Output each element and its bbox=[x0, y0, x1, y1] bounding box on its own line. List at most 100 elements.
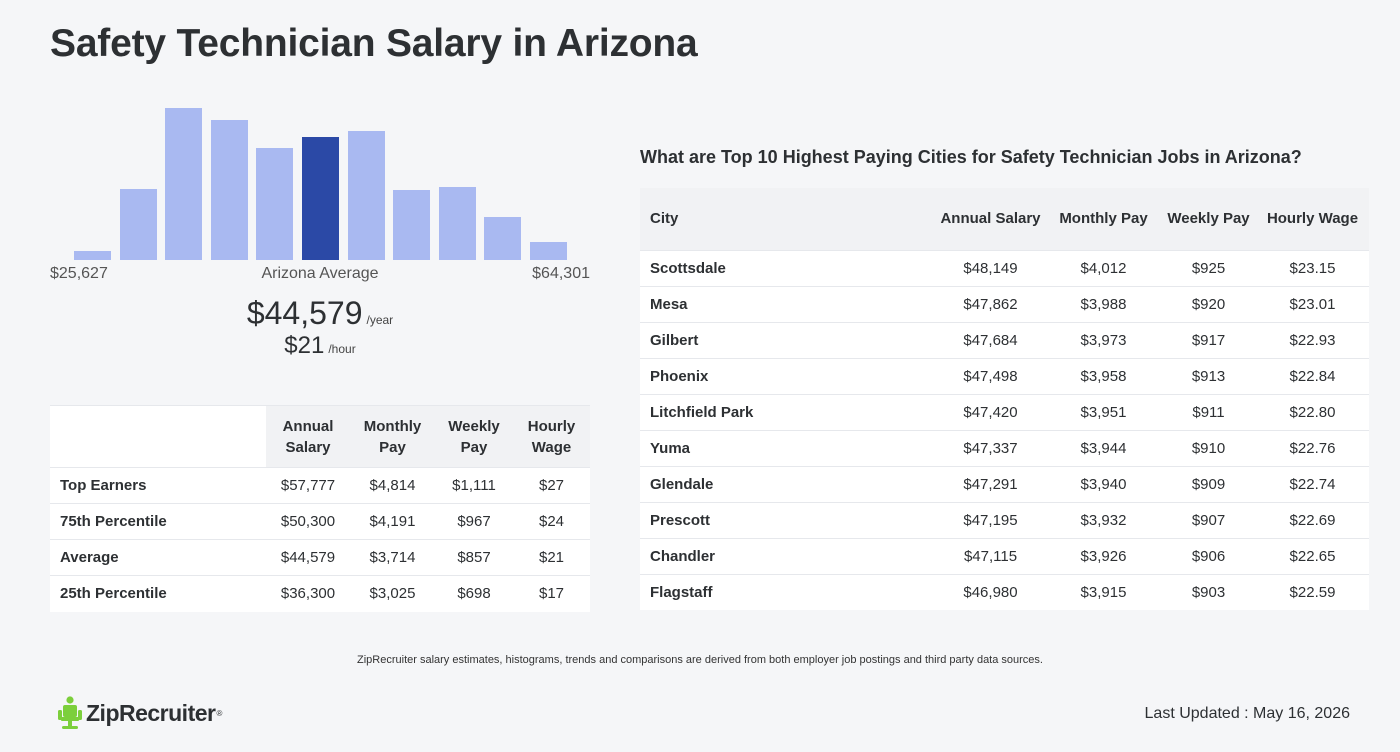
histogram-max-label: $64,301 bbox=[532, 265, 590, 282]
average-annual-value: $44,579 bbox=[246, 295, 363, 331]
monthly-pay-cell: $4,814 bbox=[369, 477, 416, 494]
city-name: Flagstaff bbox=[650, 583, 713, 601]
monthly-pay-cell: $3,958 bbox=[1080, 367, 1127, 385]
weekly-pay-cell: $903 bbox=[1191, 583, 1226, 601]
annual-salary-cell: $36,300 bbox=[280, 585, 336, 603]
weekly-pay-cell: $1,111 bbox=[452, 477, 496, 494]
weekly-pay-cell: $910 bbox=[1191, 439, 1226, 457]
city-name: Glendale bbox=[650, 475, 714, 493]
annual-salary-cell: $47,684 bbox=[963, 331, 1018, 349]
monthly-pay-cell: $4,191 bbox=[369, 513, 416, 530]
annual-salary-cell: $47,337 bbox=[963, 439, 1018, 457]
weekly-pay-cell: $857 bbox=[457, 549, 491, 566]
annual-salary-cell: $47,291 bbox=[963, 475, 1018, 493]
hourly-wage-cell: $22.80 bbox=[1289, 403, 1336, 421]
hourly-wage-cell: $22.74 bbox=[1289, 475, 1336, 493]
top-cities-table: City Annual Salary Monthly Pay Weekly Pa… bbox=[640, 188, 1369, 610]
hourly-wage-cell: $23.01 bbox=[1289, 295, 1336, 313]
logo-trademark: ® bbox=[216, 708, 223, 718]
hourly-wage-cell: $22.93 bbox=[1289, 331, 1336, 349]
weekly-pay-cell: $906 bbox=[1191, 547, 1226, 565]
annual-salary-cell: $57,777 bbox=[280, 477, 336, 494]
histogram-bar bbox=[165, 108, 203, 260]
percentile-table: Annual Salary Monthly Pay Weekly Pay Hou… bbox=[50, 405, 590, 612]
hourly-wage-cell: $22.59 bbox=[1289, 583, 1336, 601]
histogram-axis: $25,627 Arizona Average $64,301 bbox=[50, 265, 590, 287]
hourly-wage-cell: $22.76 bbox=[1289, 439, 1336, 457]
salary-histogram bbox=[50, 100, 590, 260]
cities-header-weekly: Weekly Pay bbox=[1161, 188, 1256, 250]
histogram-bar bbox=[74, 251, 111, 260]
hourly-wage-cell: $23.15 bbox=[1289, 259, 1336, 277]
histogram-bar bbox=[393, 190, 431, 260]
monthly-pay-cell: $3,714 bbox=[369, 549, 416, 566]
percentile-header-hourly: Hourly Wage bbox=[513, 405, 590, 468]
histogram-mid-label: Arizona Average bbox=[261, 265, 379, 282]
weekly-pay-cell: $698 bbox=[457, 585, 491, 603]
percentile-row: Top Earners $57,777 $4,814 $1,111 $27 bbox=[50, 467, 590, 504]
annual-salary-cell: $47,862 bbox=[963, 295, 1018, 313]
hourly-wage-cell: $22.84 bbox=[1289, 367, 1336, 385]
histogram-bar bbox=[119, 189, 157, 260]
annual-salary-cell: $44,579 bbox=[280, 549, 336, 566]
page-title: Safety Technician Salary in Arizona bbox=[50, 22, 698, 65]
annual-salary-cell: $47,115 bbox=[963, 547, 1018, 565]
city-row: Yuma $47,337 $3,944 $910 $22.76 bbox=[640, 430, 1369, 466]
histogram-bar bbox=[530, 242, 567, 260]
percentile-header-weekly: Weekly Pay bbox=[435, 405, 513, 468]
city-row: Gilbert $47,684 $3,973 $917 $22.93 bbox=[640, 322, 1369, 358]
histogram-bar-average bbox=[302, 137, 339, 260]
city-row: Flagstaff $46,980 $3,915 $903 $22.59 bbox=[640, 574, 1369, 610]
hourly-wage-cell: $21 bbox=[538, 549, 565, 566]
monthly-pay-cell: $3,988 bbox=[1080, 295, 1127, 313]
city-name: Gilbert bbox=[650, 331, 699, 349]
last-updated: Last Updated : May 16, 2026 bbox=[1144, 705, 1350, 722]
logo-text: ZipRecruiter bbox=[86, 699, 216, 726]
city-name: Scottsdale bbox=[650, 259, 726, 277]
city-name: Prescott bbox=[650, 511, 711, 529]
monthly-pay-cell: $3,951 bbox=[1080, 403, 1127, 421]
annual-salary-cell: $47,195 bbox=[963, 511, 1018, 529]
city-name: Chandler bbox=[650, 547, 716, 565]
percentile-row: 75th Percentile $50,300 $4,191 $967 $24 bbox=[50, 503, 590, 540]
weekly-pay-cell: $920 bbox=[1191, 295, 1226, 313]
city-row: Prescott $47,195 $3,932 $907 $22.69 bbox=[640, 502, 1369, 538]
percentile-header-annual: Annual Salary bbox=[266, 405, 350, 468]
annual-salary-cell: $48,149 bbox=[963, 259, 1018, 277]
city-name: Phoenix bbox=[650, 367, 709, 385]
city-row: Scottsdale $48,149 $4,012 $925 $23.15 bbox=[640, 250, 1369, 286]
hourly-wage-cell: $24 bbox=[538, 513, 565, 530]
chair-person-icon bbox=[58, 696, 82, 729]
weekly-pay-cell: $917 bbox=[1191, 331, 1226, 349]
average-annual: $44,579/year bbox=[50, 295, 590, 332]
city-name: Mesa bbox=[650, 295, 688, 313]
ziprecruiter-logo[interactable]: ZipRecruiter ® bbox=[58, 696, 222, 730]
monthly-pay-cell: $4,012 bbox=[1080, 259, 1127, 277]
hourly-wage-cell: $17 bbox=[538, 585, 565, 603]
percentile-label: 75th Percentile bbox=[60, 513, 167, 530]
percentile-row: Average $44,579 $3,714 $857 $21 bbox=[50, 539, 590, 576]
percentile-label: Average bbox=[60, 549, 119, 566]
city-row: Glendale $47,291 $3,940 $909 $22.74 bbox=[640, 466, 1369, 502]
annual-salary-cell: $47,498 bbox=[963, 367, 1018, 385]
cities-header-monthly: Monthly Pay bbox=[1046, 188, 1161, 250]
average-annual-unit: /year bbox=[366, 313, 394, 327]
city-row: Mesa $47,862 $3,988 $920 $23.01 bbox=[640, 286, 1369, 322]
city-row: Chandler $47,115 $3,926 $906 $22.65 bbox=[640, 538, 1369, 574]
disclaimer: ZipRecruiter salary estimates, histogram… bbox=[357, 654, 1043, 666]
cities-header-annual: Annual Salary bbox=[935, 188, 1046, 250]
city-name: Litchfield Park bbox=[650, 403, 754, 421]
monthly-pay-cell: $3,926 bbox=[1080, 547, 1127, 565]
monthly-pay-cell: $3,025 bbox=[369, 585, 416, 603]
city-row: Litchfield Park $47,420 $3,951 $911 $22.80 bbox=[640, 394, 1369, 430]
monthly-pay-cell: $3,940 bbox=[1080, 475, 1127, 493]
annual-salary-cell: $47,420 bbox=[963, 403, 1018, 421]
city-row: Phoenix $47,498 $3,958 $913 $22.84 bbox=[640, 358, 1369, 394]
average-hourly-value: $21 bbox=[284, 332, 325, 359]
histogram-bar bbox=[210, 120, 248, 260]
average-hourly: $21/hour bbox=[50, 332, 590, 360]
weekly-pay-cell: $967 bbox=[457, 513, 491, 530]
histogram-bar bbox=[484, 217, 522, 260]
weekly-pay-cell: $911 bbox=[1192, 403, 1225, 421]
histogram-bar bbox=[256, 148, 294, 260]
